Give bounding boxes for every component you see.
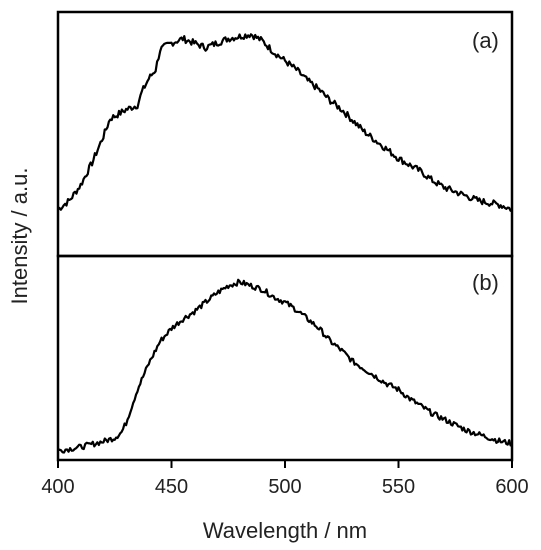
x-tick-label: 600: [495, 476, 528, 498]
panel-a-frame: [56, 10, 514, 258]
panel-b-frame: [56, 254, 514, 462]
panel-b-spectrum-line: [57, 278, 513, 454]
x-tick-label: 500: [268, 476, 301, 498]
x-axis-label: Wavelength / nm: [203, 518, 367, 543]
panel-a: (a): [56, 10, 514, 258]
x-tick-label: 450: [155, 476, 188, 498]
x-axis-ticks: 400 450 500 550 600: [41, 460, 529, 498]
x-tick-label: 400: [41, 476, 74, 498]
y-axis-label: Intensity / a.u.: [7, 168, 32, 305]
panel-b: (b): [56, 254, 514, 462]
panel-a-spectrum-line: [57, 33, 513, 212]
panel-a-label: (a): [472, 28, 499, 53]
x-tick-label: 550: [382, 476, 415, 498]
panel-b-label: (b): [472, 270, 499, 295]
